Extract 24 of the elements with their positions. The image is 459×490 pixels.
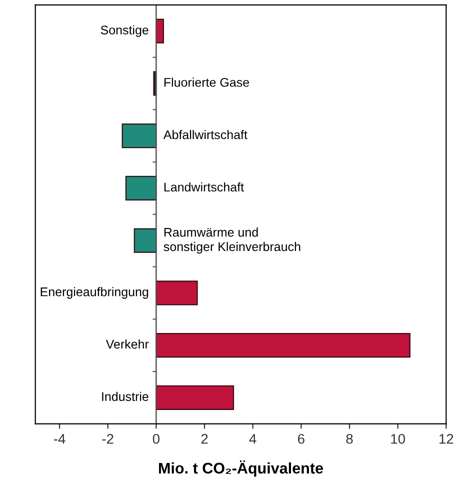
- y-tick-label: Abfallwirtschaft: [163, 130, 248, 140]
- y-tick-label: Industrie: [102, 392, 148, 402]
- x-tick-label: 0: [152, 434, 160, 444]
- y-tick-label: Verkehr: [106, 339, 149, 349]
- x-tick-label: 10: [391, 434, 405, 444]
- bar: [125, 176, 157, 201]
- y-tick-label: Landwirtschaft: [164, 182, 244, 192]
- x-tick-label: -4: [54, 434, 66, 444]
- x-axis-title: Mio. t CO₂-Äquivalente: [159, 460, 323, 477]
- x-tick-label: 8: [346, 434, 353, 444]
- bar: [156, 332, 410, 358]
- x-tick-label: 2: [201, 434, 208, 444]
- bar: [134, 228, 157, 253]
- y-tick-label: Sonstige: [100, 25, 148, 37]
- x-tick-label: 6: [298, 434, 304, 444]
- bar: [122, 123, 157, 148]
- y-tick-label: Fluorierte Gase: [164, 78, 250, 87]
- x-tick-label: 4: [249, 434, 256, 444]
- x-tick-label: 12: [439, 434, 454, 444]
- bar: [156, 280, 198, 306]
- y-tick-label: Energieaufbringung: [40, 287, 148, 299]
- y-tick-label: Raumwärme und sonstiger Kleinverbrauch: [164, 228, 300, 254]
- bar: [156, 385, 234, 410]
- x-tick-label: -2: [102, 434, 114, 444]
